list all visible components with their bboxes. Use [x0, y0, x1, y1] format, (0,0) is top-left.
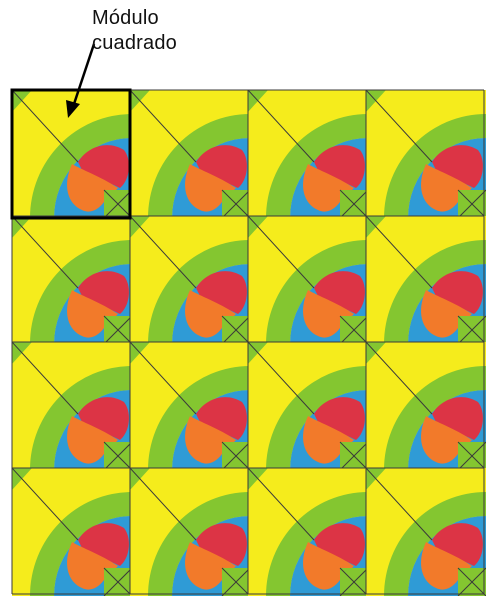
tile-r4-c1	[12, 468, 132, 596]
module-outline	[10, 88, 132, 220]
tile-r4-c3	[248, 468, 368, 596]
tile-r2-c2	[130, 216, 250, 344]
tile-r3-c1	[12, 342, 132, 470]
tile-r2-c4	[366, 216, 486, 344]
module-label-line-2: cuadrado	[92, 32, 177, 54]
tile-r1-c3	[248, 90, 368, 218]
tile-r2-c1	[12, 216, 132, 344]
pointer-arrow-shaft	[72, 43, 96, 105]
tile-r3-c4	[366, 342, 486, 470]
tile-r4-c4	[366, 468, 486, 596]
tile-r2-c3	[248, 216, 368, 344]
pointer-arrow-head	[66, 100, 80, 118]
tile-r1-c2	[130, 90, 250, 218]
tile-r4-c2	[130, 468, 250, 596]
tile-r1-c4	[366, 90, 486, 218]
tile-r3-c2	[130, 342, 250, 470]
tile-grid	[11, 89, 486, 596]
module-label-line-1: Módulo	[92, 7, 159, 29]
tile-r3-c3	[248, 342, 368, 470]
module-label: Módulo cuadrado	[92, 6, 177, 56]
